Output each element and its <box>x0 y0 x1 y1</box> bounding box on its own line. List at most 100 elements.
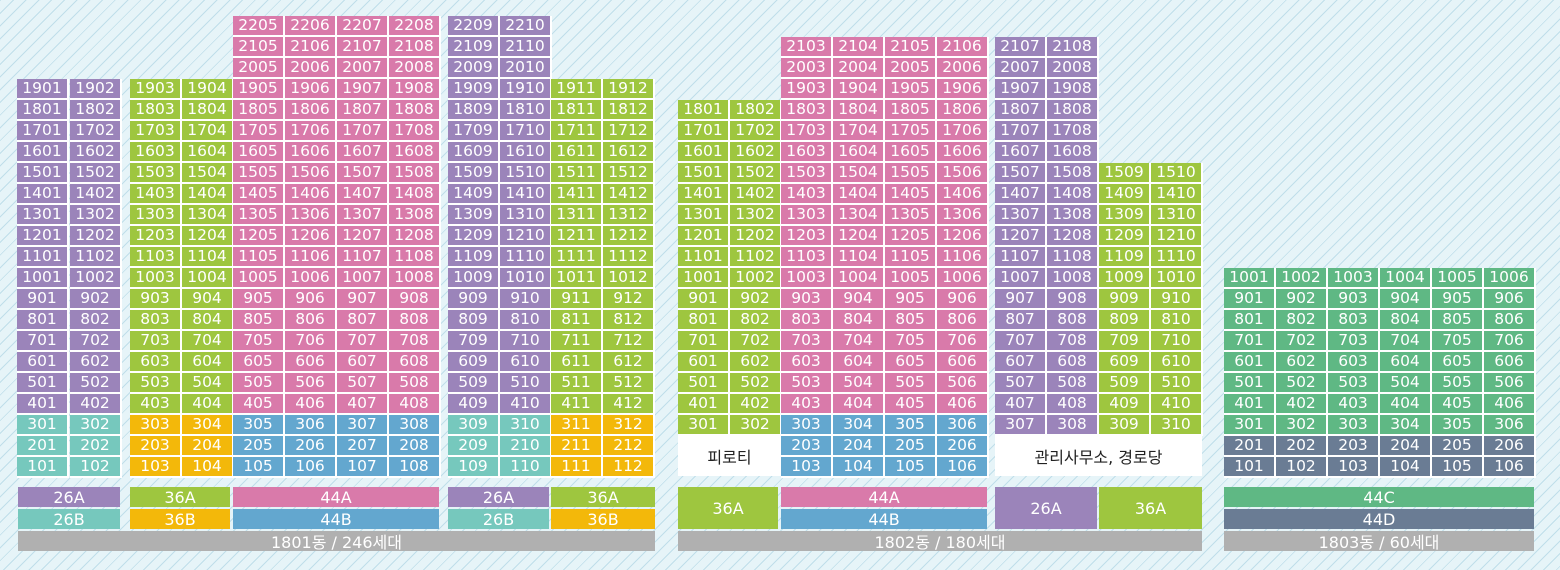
unit-cell: 405 <box>233 394 285 415</box>
unit-cell: 1908 <box>1047 79 1099 100</box>
unit-cell: 912 <box>603 289 655 310</box>
unit-cell: 403 <box>1328 394 1380 415</box>
unit-cell: 1907 <box>337 79 389 100</box>
unit-cell: 1507 <box>995 163 1047 184</box>
unit-cell: 705 <box>885 331 937 352</box>
unit-cell: 703 <box>130 331 182 352</box>
unit-cell: 808 <box>389 310 441 331</box>
unit-cell: 1605 <box>233 142 285 163</box>
unit-cell: 705 <box>1432 331 1484 352</box>
unit-cell: 406 <box>937 394 989 415</box>
unit-cell: 1203 <box>781 226 833 247</box>
unit-cell: 203 <box>130 436 182 457</box>
unit-cell: 1005 <box>233 268 285 289</box>
unit-cell: 405 <box>885 394 937 415</box>
unit-cell: 1405 <box>233 184 285 205</box>
unit-cell: 1111 <box>551 247 603 268</box>
unit-cell: 406 <box>285 394 337 415</box>
unit-cell: 605 <box>885 352 937 373</box>
unit-cell: 809 <box>1099 310 1151 331</box>
unit-cell: 1207 <box>995 226 1047 247</box>
unit-cell: 1209 <box>1099 226 1151 247</box>
unit-cell: 711 <box>551 331 603 352</box>
unit-cell: 610 <box>500 352 552 373</box>
unit-cell: 101 <box>1224 457 1276 478</box>
unit-cell: 305 <box>1432 415 1484 436</box>
unit-cell: 703 <box>1328 331 1380 352</box>
unit-cell: 206 <box>1484 436 1536 457</box>
unit-cell: 904 <box>833 289 885 310</box>
unit-cell: 1608 <box>389 142 441 163</box>
unit-cell: 1311 <box>551 205 603 226</box>
unit-cell: 1010 <box>1151 268 1203 289</box>
type-bar-26a: 26A <box>995 487 1097 529</box>
unit-cell: 1812 <box>603 100 655 121</box>
unit-cell: 1905 <box>233 79 285 100</box>
unit-cell: 108 <box>389 457 441 478</box>
unit-cell: 111 <box>551 457 603 478</box>
unit-cell: 905 <box>1432 289 1484 310</box>
building-total-label: 1802동 / 180세대 <box>678 531 1202 552</box>
unit-cell: 1808 <box>389 100 441 121</box>
unit-cell: 502 <box>730 373 782 394</box>
unit-cell: 401 <box>1224 394 1276 415</box>
unit-cell: 1103 <box>130 247 182 268</box>
unit-cell: 1003 <box>130 268 182 289</box>
unit-cell: 707 <box>337 331 389 352</box>
unit-cell: 710 <box>1151 331 1203 352</box>
office-label: 관리사무소, 경로당 <box>995 436 1202 476</box>
unit-cell: 306 <box>285 415 337 436</box>
unit-cell: 112 <box>603 457 655 478</box>
unit-cell: 501 <box>678 373 730 394</box>
unit-cell: 707 <box>995 331 1047 352</box>
unit-cell: 502 <box>70 373 122 394</box>
unit-cell: 402 <box>70 394 122 415</box>
type-bar-36a: 36A <box>1099 487 1202 529</box>
type-bar-36b: 36B <box>551 509 655 529</box>
unit-cell: 602 <box>70 352 122 373</box>
unit-cell: 1603 <box>130 142 182 163</box>
unit-cell: 611 <box>551 352 603 373</box>
unit-cell: 1204 <box>182 226 234 247</box>
unit-cell: 1505 <box>233 163 285 184</box>
unit-cell: 1310 <box>1151 205 1203 226</box>
unit-cell: 1303 <box>781 205 833 226</box>
unit-cell: 307 <box>337 415 389 436</box>
unit-cell: 508 <box>389 373 441 394</box>
unit-cell: 210 <box>500 436 552 457</box>
unit-cell: 412 <box>603 394 655 415</box>
type-bar-44d: 44D <box>1224 509 1534 529</box>
unit-cell: 804 <box>182 310 234 331</box>
unit-cell: 1002 <box>70 268 122 289</box>
unit-cell: 401 <box>678 394 730 415</box>
unit-cell: 2004 <box>833 58 885 79</box>
unit-cell: 1105 <box>233 247 285 268</box>
unit-cell: 1401 <box>17 184 69 205</box>
unit-cell: 405 <box>1432 394 1484 415</box>
unit-cell: 903 <box>781 289 833 310</box>
unit-cell: 809 <box>448 310 500 331</box>
unit-cell: 802 <box>730 310 782 331</box>
unit-cell: 1404 <box>833 184 885 205</box>
unit-cell: 602 <box>730 352 782 373</box>
unit-cell: 1602 <box>70 142 122 163</box>
unit-cell: 1402 <box>730 184 782 205</box>
unit-cell: 907 <box>337 289 389 310</box>
type-bar-36a: 36A <box>678 487 778 529</box>
unit-cell: 603 <box>781 352 833 373</box>
unit-cell: 1508 <box>1047 163 1099 184</box>
unit-cell: 708 <box>389 331 441 352</box>
unit-cell: 105 <box>1432 457 1484 478</box>
unit-cell: 1806 <box>937 100 989 121</box>
unit-cell: 1810 <box>500 100 552 121</box>
unit-cell: 1701 <box>678 121 730 142</box>
unit-cell: 107 <box>337 457 389 478</box>
unit-cell: 1002 <box>730 268 782 289</box>
unit-cell: 1201 <box>17 226 69 247</box>
unit-cell: 1302 <box>70 205 122 226</box>
unit-cell: 810 <box>500 310 552 331</box>
unit-cell: 804 <box>833 310 885 331</box>
unit-cell: 1009 <box>1099 268 1151 289</box>
unit-cell: 207 <box>337 436 389 457</box>
